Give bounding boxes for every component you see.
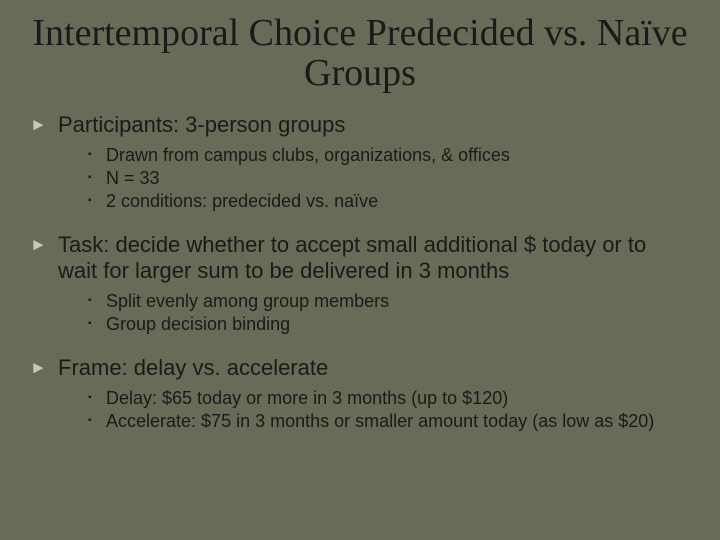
square-bullet-icon: ▪ xyxy=(88,387,106,409)
triangle-bullet-icon: ► xyxy=(30,355,58,381)
slide: Intertemporal Choice Predecided vs. Naïv… xyxy=(0,0,720,540)
sub-list: ▪ Split evenly among group members ▪ Gro… xyxy=(30,290,690,335)
bullet-list: ► Participants: 3-person groups ▪ Drawn … xyxy=(30,112,690,432)
square-bullet-icon: ▪ xyxy=(88,144,106,166)
level1-text: Task: decide whether to accept small add… xyxy=(58,232,690,284)
triangle-bullet-icon: ► xyxy=(30,232,58,258)
list-item: ▪ 2 conditions: predecided vs. naïve xyxy=(88,190,690,212)
square-bullet-icon: ▪ xyxy=(88,290,106,312)
list-item: ► Task: decide whether to accept small a… xyxy=(30,232,690,335)
triangle-bullet-icon: ► xyxy=(30,112,58,138)
level2-text: Drawn from campus clubs, organizations, … xyxy=(106,144,510,166)
level2-text: 2 conditions: predecided vs. naïve xyxy=(106,190,378,212)
level2-text: Group decision binding xyxy=(106,313,290,335)
slide-title: Intertemporal Choice Predecided vs. Naïv… xyxy=(30,14,690,94)
level2-text: Accelerate: $75 in 3 months or smaller a… xyxy=(106,410,654,432)
level2-text: N = 33 xyxy=(106,167,160,189)
list-item: ▪ N = 33 xyxy=(88,167,690,189)
list-item: ▪ Drawn from campus clubs, organizations… xyxy=(88,144,690,166)
sub-list: ▪ Delay: $65 today or more in 3 months (… xyxy=(30,387,690,432)
level1-row: ► Participants: 3-person groups xyxy=(30,112,690,138)
sub-list: ▪ Drawn from campus clubs, organizations… xyxy=(30,144,690,212)
list-item: ▪ Delay: $65 today or more in 3 months (… xyxy=(88,387,690,409)
level2-text: Delay: $65 today or more in 3 months (up… xyxy=(106,387,508,409)
square-bullet-icon: ▪ xyxy=(88,190,106,212)
square-bullet-icon: ▪ xyxy=(88,410,106,432)
level1-text: Frame: delay vs. accelerate xyxy=(58,355,328,381)
list-item: ▪ Accelerate: $75 in 3 months or smaller… xyxy=(88,410,690,432)
list-item: ► Frame: delay vs. accelerate ▪ Delay: $… xyxy=(30,355,690,432)
level1-row: ► Task: decide whether to accept small a… xyxy=(30,232,690,284)
list-item: ▪ Split evenly among group members xyxy=(88,290,690,312)
level2-text: Split evenly among group members xyxy=(106,290,389,312)
list-item: ► Participants: 3-person groups ▪ Drawn … xyxy=(30,112,690,212)
list-item: ▪ Group decision binding xyxy=(88,313,690,335)
level1-row: ► Frame: delay vs. accelerate xyxy=(30,355,690,381)
square-bullet-icon: ▪ xyxy=(88,167,106,189)
square-bullet-icon: ▪ xyxy=(88,313,106,335)
level1-text: Participants: 3-person groups xyxy=(58,112,345,138)
